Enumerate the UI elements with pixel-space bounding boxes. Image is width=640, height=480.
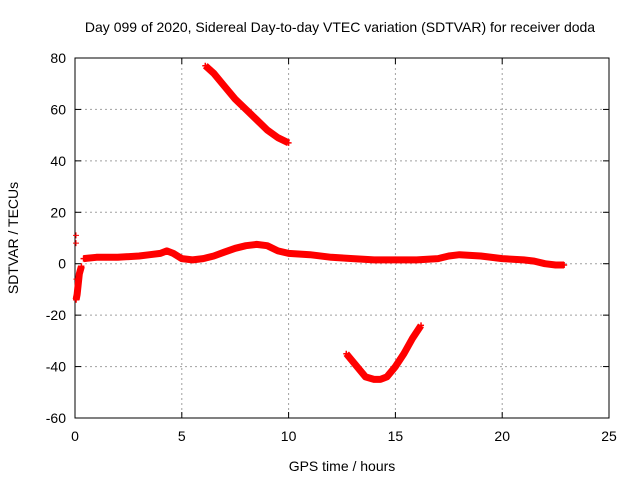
data-point <box>285 139 292 146</box>
data-point <box>561 262 568 268</box>
data-point <box>232 96 239 103</box>
data-point <box>349 255 356 262</box>
data-point <box>189 256 196 263</box>
data-point <box>520 256 527 263</box>
data-point <box>435 255 442 262</box>
data-point <box>552 262 559 268</box>
data-point <box>93 254 100 261</box>
data-point <box>371 256 378 263</box>
data-point <box>371 376 378 383</box>
data-point <box>456 251 463 258</box>
data-point <box>253 241 260 248</box>
x-tick-label: 15 <box>388 428 404 444</box>
data-point <box>531 258 538 265</box>
data-point <box>541 260 548 267</box>
data-point <box>253 116 260 123</box>
data-point <box>200 255 207 262</box>
data-point <box>210 253 217 259</box>
data-point <box>264 242 271 249</box>
x-tick-label: 10 <box>281 428 297 444</box>
outlier-point <box>73 294 79 301</box>
data-point <box>74 291 81 298</box>
data-point <box>400 350 407 357</box>
data-point <box>202 62 209 69</box>
data-point <box>306 251 313 258</box>
data-point <box>242 106 249 113</box>
outlier-point <box>73 240 79 247</box>
x-tick-label: 20 <box>494 428 510 444</box>
data-point <box>210 70 217 77</box>
data-point <box>392 363 399 370</box>
y-tick-label: -20 <box>46 307 66 323</box>
outlier-point <box>73 232 79 239</box>
data-point <box>383 373 390 380</box>
y-tick-label: 20 <box>50 204 66 220</box>
data-point <box>285 250 292 257</box>
y-tick-label: 60 <box>50 101 66 117</box>
data-point <box>413 256 420 263</box>
data-point <box>76 271 83 277</box>
data-point <box>178 255 185 262</box>
y-tick-label: -40 <box>46 359 66 375</box>
data-point <box>343 350 350 357</box>
data-point <box>328 254 335 261</box>
data-point <box>163 247 170 254</box>
data-point <box>221 83 228 90</box>
x-axis-label: GPS time / hours <box>289 458 396 474</box>
data-point <box>78 263 85 270</box>
x-tick-label: 5 <box>178 428 186 444</box>
data-point <box>146 251 153 258</box>
grid-lines <box>75 58 609 418</box>
data-point <box>477 253 484 259</box>
data-point <box>170 250 177 257</box>
chart-title: Day 099 of 2020, Sidereal Day-to-day VTE… <box>85 19 595 35</box>
y-axis-label: SDTVAR / TECUs <box>5 182 21 294</box>
data-point <box>157 250 164 257</box>
data-point <box>114 254 121 261</box>
y-tick-label: 80 <box>50 50 66 66</box>
data-point <box>418 322 425 329</box>
data-point <box>392 256 399 263</box>
axis-ticks: 0 5 10 15 20 25 -60 -40 -20 0 20 40 60 80 <box>46 50 617 444</box>
x-tick-label: 0 <box>71 428 79 444</box>
data-point <box>499 255 506 262</box>
data-point <box>377 376 384 383</box>
y-tick-label: 0 <box>58 256 66 272</box>
y-tick-label: -60 <box>46 410 66 426</box>
series-lower-arc <box>343 323 424 383</box>
data-point <box>409 335 416 342</box>
plot-frame <box>74 57 610 419</box>
data-point <box>362 373 369 380</box>
data-point <box>242 242 249 249</box>
data-point <box>264 127 271 133</box>
data-point <box>232 245 239 252</box>
data-series <box>72 62 568 383</box>
data-point <box>274 247 281 254</box>
y-tick-label: 40 <box>50 153 66 169</box>
data-point <box>221 249 228 256</box>
data-point <box>274 134 281 141</box>
data-point <box>80 255 87 262</box>
data-point <box>75 281 82 288</box>
outlier-point <box>73 276 80 283</box>
data-point <box>136 253 143 259</box>
data-point <box>445 253 452 259</box>
data-point <box>353 363 360 370</box>
x-tick-label: 25 <box>601 428 617 444</box>
